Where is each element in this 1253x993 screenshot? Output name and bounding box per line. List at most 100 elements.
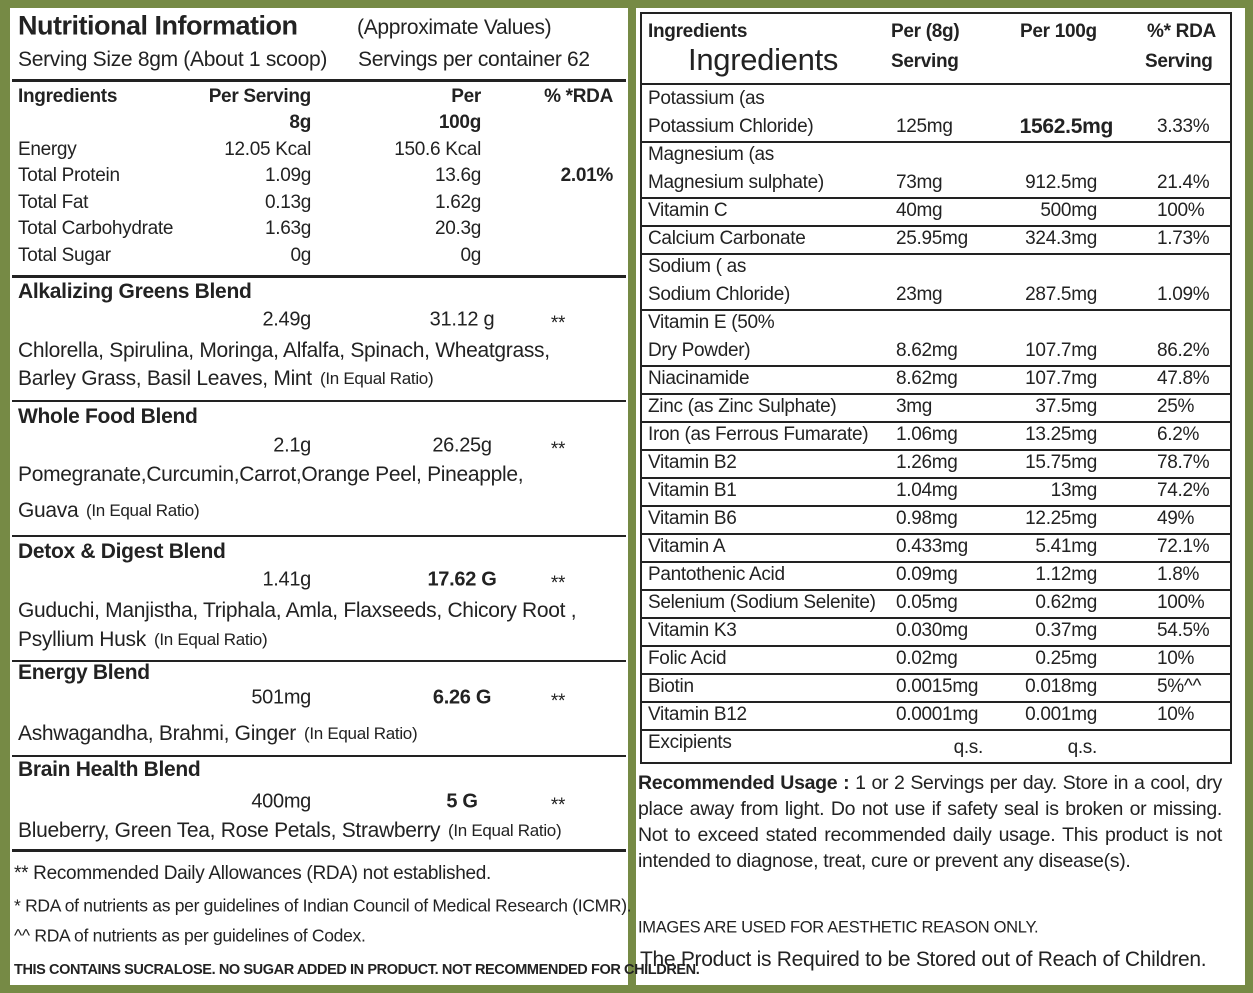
per-100g: 107.7mg <box>1025 340 1097 361</box>
rda: ** <box>550 573 566 594</box>
blend-ingredients: Barley Grass, Basil Leaves, Mint <box>18 367 312 390</box>
blend-ingredients: Guava <box>18 499 79 522</box>
per-100g: 287.5mg <box>1025 284 1097 305</box>
rda: 10% <box>1157 704 1195 725</box>
per-100g: 37.5mg <box>1035 396 1097 417</box>
rule <box>640 505 1232 507</box>
nutrient-name: Energy <box>18 139 77 160</box>
per-100g: 13mg <box>1050 480 1098 501</box>
ratio-note: (In Equal Ratio) <box>320 369 434 388</box>
rda: 10% <box>1157 648 1195 669</box>
per-100g: 0.25mg <box>1035 648 1097 669</box>
nutrient-name: Total Carbohydrate <box>18 218 174 239</box>
ingredient-name: Calcium Carbonate <box>648 228 806 249</box>
note: IMAGES ARE USED FOR AESTHETIC REASON ONL… <box>638 918 1039 937</box>
per-100g: q.s. <box>1067 737 1098 758</box>
rda: 21.4% <box>1157 172 1210 193</box>
rule <box>1230 12 1232 762</box>
per-100g: 107.7mg <box>1025 368 1097 389</box>
ratio-note: (In Equal Ratio) <box>304 724 418 743</box>
ingredient-name: Vitamin K3 <box>648 620 737 641</box>
rule <box>640 762 1232 764</box>
per-100g: 5 G <box>446 790 478 813</box>
per-serving: 1.04mg <box>896 480 958 501</box>
per-serving: 0.0001mg <box>896 704 979 725</box>
left-panel <box>10 8 628 985</box>
ingredient-name: Vitamin B6 <box>648 508 737 529</box>
ingredient-name: Vitamin E (50% <box>648 312 775 333</box>
rda: 86.2% <box>1157 340 1210 361</box>
rda: 1.8% <box>1157 564 1200 585</box>
nutrient-name: Total Fat <box>18 192 89 213</box>
col-header: 8g <box>289 112 311 133</box>
rule <box>12 660 626 662</box>
per-100g: 324.3mg <box>1025 228 1097 249</box>
col-header: 100g <box>438 112 481 133</box>
blend-ingredients: Psyllium Husk <box>18 628 146 651</box>
ingredient-name: Niacinamide <box>648 368 750 389</box>
per-100g: 26.25g <box>432 434 492 457</box>
rda: 2.01% <box>560 165 614 186</box>
per-serving: 1.06mg <box>896 424 958 445</box>
per-serving: 0.433mg <box>896 536 968 557</box>
per-100g: 12.25mg <box>1025 508 1097 529</box>
col-header: Serving <box>891 51 959 72</box>
per-serving: 8.62mg <box>896 368 958 389</box>
per-100g: 20.3g <box>434 218 481 239</box>
per-100g: 1562.5mg <box>1019 115 1114 138</box>
title-note: (Approximate Values) <box>357 16 552 39</box>
rda: ** <box>550 691 566 712</box>
rda: 54.5% <box>1157 620 1210 641</box>
rule <box>12 755 626 757</box>
col-header: Per 100g <box>1020 21 1097 42</box>
rule <box>12 79 626 82</box>
rda: ** <box>550 795 566 816</box>
footnote: ^^ RDA of nutrients as per guidelines of… <box>14 925 366 946</box>
per-serving: 73mg <box>896 172 943 193</box>
blend-name: Brain Health Blend <box>18 758 201 781</box>
per-100g: 912.5mg <box>1025 172 1097 193</box>
per-100g: 15.75mg <box>1025 452 1097 473</box>
rule <box>640 309 1232 311</box>
rule <box>640 365 1232 367</box>
rule <box>640 533 1232 535</box>
rule <box>640 141 1232 143</box>
col-header: Serving <box>1145 51 1213 72</box>
per-serving: 0.030mg <box>896 620 968 641</box>
blend-ingredients: Guduchi, Manjistha, Triphala, Amla, Flax… <box>18 599 577 622</box>
per-100g: 0.37mg <box>1035 620 1097 641</box>
per-serving: 0.05mg <box>896 592 958 613</box>
col-header: Ingredients <box>18 86 118 107</box>
rda: 3.33% <box>1157 116 1210 137</box>
per-100g: 31.12 g <box>429 308 495 331</box>
per-serving: 40mg <box>896 200 943 221</box>
per-serving: 501mg <box>251 686 311 709</box>
ingredient-name: Vitamin A <box>648 536 726 557</box>
per-serving: 125mg <box>896 116 953 137</box>
per-100g: 13.25mg <box>1025 424 1097 445</box>
rule <box>12 535 626 537</box>
rule <box>640 729 1232 731</box>
rda: 1.73% <box>1157 228 1210 249</box>
per-serving: 12.05 Kcal <box>224 139 311 160</box>
per-serving: 1.09g <box>264 165 311 186</box>
ingredient-name: Zinc (as Zinc Sulphate) <box>648 396 837 417</box>
rule <box>12 400 626 402</box>
per-serving: 2.1g <box>273 434 311 457</box>
ingredient-name: Iron (as Ferrous Fumarate) <box>648 424 869 445</box>
usage-text: 1 or 2 Servings per day. Store in a cool… <box>638 772 1223 872</box>
ingredient-name: Vitamin C <box>648 200 728 221</box>
rule <box>640 673 1232 675</box>
per-100g: 17.62 G <box>427 568 497 591</box>
rule <box>640 12 642 762</box>
nutrient-name: Total Sugar <box>18 245 111 266</box>
col-header: Per <box>451 86 481 107</box>
rda: 78.7% <box>1157 452 1210 473</box>
rule <box>640 589 1232 591</box>
rule <box>640 12 1232 14</box>
rda: 47.8% <box>1157 368 1210 389</box>
serving-size: Serving Size 8gm (About 1 scoop) <box>18 48 328 71</box>
rda: 72.1% <box>1157 536 1210 557</box>
ingredient-name: Dry Powder) <box>648 340 751 361</box>
blend-name: Detox & Digest Blend <box>18 540 226 563</box>
